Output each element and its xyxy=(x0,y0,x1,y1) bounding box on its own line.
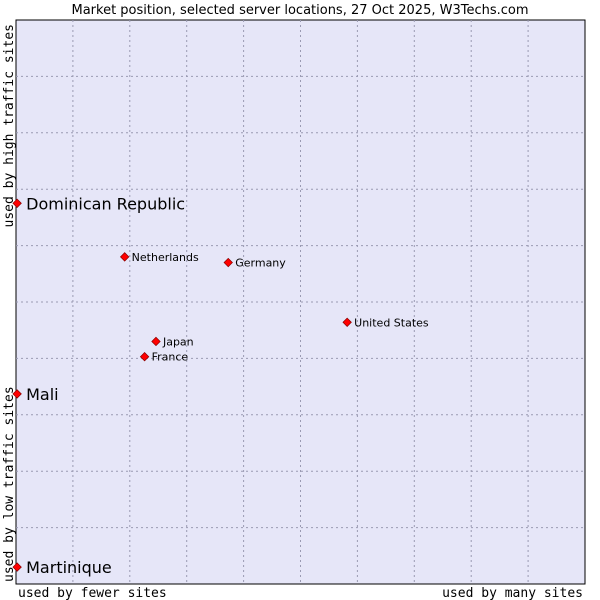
grid-lines xyxy=(16,20,585,584)
point-japan: Japan xyxy=(151,335,194,348)
scatter-point-marker xyxy=(119,252,130,262)
point-martinique: Martinique xyxy=(12,558,112,577)
point-label: United States xyxy=(354,316,429,329)
scatter-point-marker xyxy=(139,352,150,362)
x-axis-left-label: used by fewer sites xyxy=(18,586,167,600)
point-germany: Germany xyxy=(223,257,286,270)
scatter-point-marker xyxy=(151,336,161,347)
point-label: France xyxy=(152,351,189,364)
scatter-point-marker xyxy=(12,389,22,399)
data-points: Dominican Republic Netherlands Germany Unit… xyxy=(12,194,429,577)
point-france: France xyxy=(139,351,189,364)
point-dominican-republic: Dominican Republic xyxy=(12,194,185,213)
point-label: Mali xyxy=(26,385,59,404)
point-label: Japan xyxy=(162,335,194,348)
scatter-point-marker xyxy=(223,257,233,268)
point-label: Germany xyxy=(235,257,286,270)
x-axis-right-label: used by many sites xyxy=(442,586,583,600)
scatter-point-marker xyxy=(342,317,352,327)
y-axis-bottom-label: used by low traffic sites xyxy=(2,386,17,582)
scatter-point-marker xyxy=(12,562,22,572)
point-label: Martinique xyxy=(26,558,112,577)
scatter-point-marker xyxy=(12,198,22,208)
point-united-states: United States xyxy=(342,316,429,329)
point-label: Dominican Republic xyxy=(26,194,185,213)
point-label: Netherlands xyxy=(132,251,199,264)
point-mali: Mali xyxy=(12,385,59,404)
y-axis-top-label: used by high traffic sites xyxy=(2,24,17,228)
point-netherlands: Netherlands xyxy=(119,251,199,264)
chart-title: Market position, selected server locatio… xyxy=(71,3,528,18)
